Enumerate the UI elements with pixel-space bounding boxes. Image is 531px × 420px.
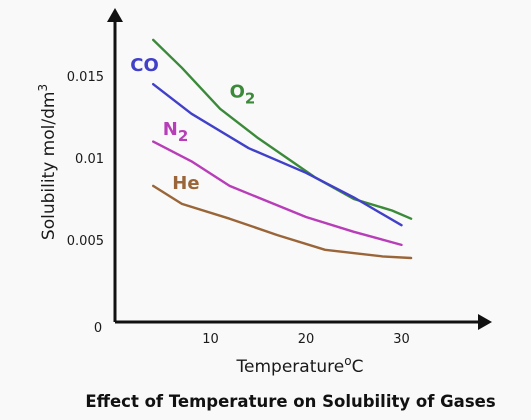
- x-axis-title: TemperatureoC: [236, 354, 364, 377]
- series-label: CO: [130, 55, 159, 76]
- x-tick-label: 30: [393, 332, 410, 347]
- y-axis-title: Solubility mol/dm3: [36, 84, 59, 240]
- series-label: O2: [230, 81, 256, 107]
- tick-labels: 0 10 20 30 0.005 0.01 0.015: [67, 70, 410, 347]
- series-line: [151, 184, 413, 260]
- series-lines: [151, 38, 413, 260]
- axes: [107, 8, 492, 330]
- y-tick-label: 0.015: [67, 70, 104, 85]
- x-tick-label: 10: [202, 332, 219, 347]
- series-label: He: [172, 173, 199, 194]
- y-tick-label: 0.01: [75, 152, 104, 167]
- series-label: N2: [163, 119, 189, 145]
- series-line: [151, 38, 413, 220]
- origin-label: 0: [94, 321, 102, 336]
- y-tick-label: 0.005: [67, 234, 104, 249]
- series-labels: O2 CO N2 He: [130, 55, 255, 194]
- series-line: [151, 82, 403, 227]
- series-line: [151, 140, 403, 247]
- axis-titles: TemperatureoC Solubility mol/dm3: [36, 84, 363, 377]
- chart-title: Effect of Temperature on Solubility of G…: [85, 392, 496, 411]
- x-tick-label: 20: [298, 332, 315, 347]
- y-axis-arrow: [107, 8, 123, 22]
- x-axis-arrow: [478, 314, 492, 330]
